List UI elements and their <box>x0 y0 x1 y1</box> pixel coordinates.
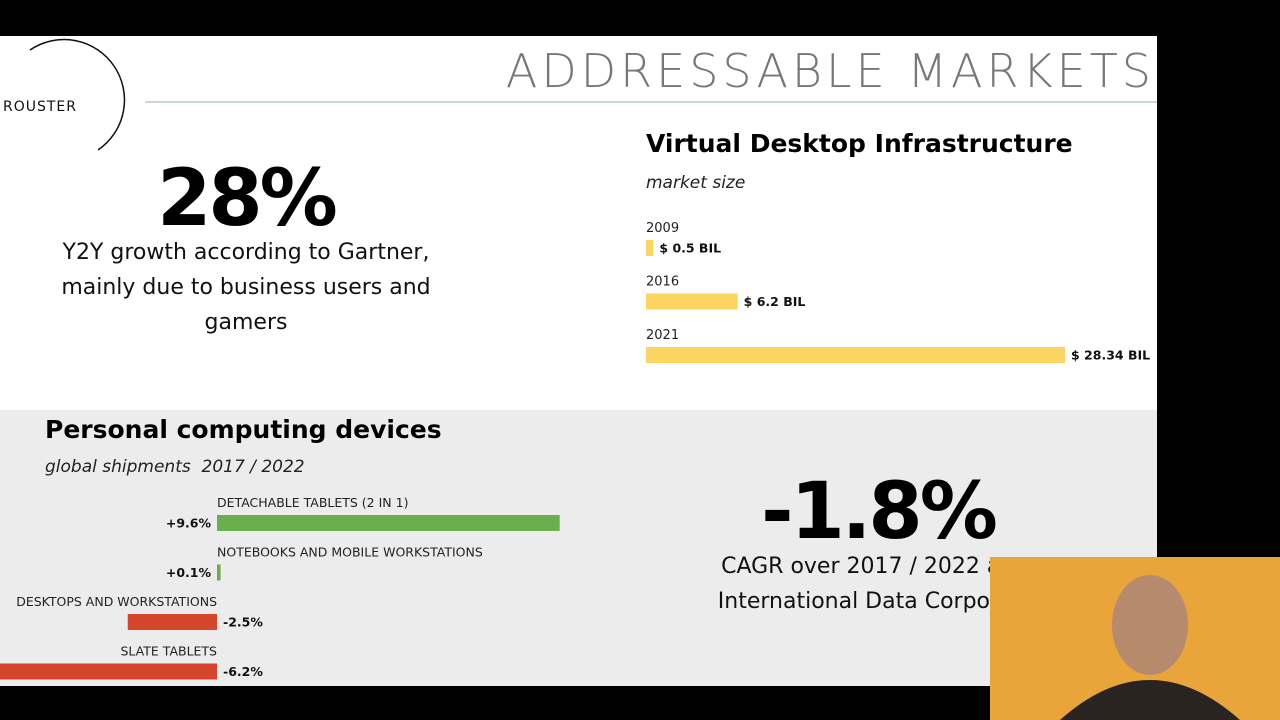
value-label: -6.2% <box>223 664 263 679</box>
bar <box>127 614 217 630</box>
category-label: NOTEBOOKS AND MOBILE WORKSTATIONS <box>217 545 483 560</box>
category-label: DESKTOPS AND WORKSTATIONS <box>16 594 217 609</box>
webcam-face <box>1112 575 1188 675</box>
value-label: -2.5% <box>223 615 263 630</box>
bar <box>217 515 560 531</box>
chart-title: Personal computing devices <box>45 415 442 444</box>
category-label: 2009 <box>646 221 679 236</box>
bottom-panel <box>0 410 1157 686</box>
logo-arc <box>29 38 126 151</box>
bar <box>646 293 738 310</box>
value-label: $ 0.5 BIL <box>659 241 721 256</box>
bar <box>646 347 1065 363</box>
chart-subtitle: global shipments 2017 / 2022 <box>45 457 305 477</box>
chart-title: Virtual Desktop Infrastructure <box>646 129 1073 158</box>
category-label: 2021 <box>646 328 679 343</box>
webcam-overlay <box>990 557 1280 720</box>
stat-text: International Data Corpo <box>718 589 990 614</box>
bar <box>0 663 217 680</box>
stat-text: CAGR over 2017 / 2022 acco <box>721 554 1038 579</box>
page-title: ADDRESSABLE MARKETS <box>506 44 1155 98</box>
value-label: $ 6.2 BIL <box>744 294 806 309</box>
category-label: 2016 <box>646 275 679 290</box>
webcam-body <box>1060 680 1240 720</box>
stat-value: -1.8% <box>761 467 996 557</box>
category-label: DETACHABLE TABLETS (2 IN 1) <box>217 495 408 510</box>
value-label: $ 28.34 BIL <box>1071 348 1150 363</box>
logo-text: ROUSTER <box>3 99 77 115</box>
value-label: +9.6% <box>166 516 212 531</box>
value-label: +0.1% <box>166 565 212 580</box>
bar <box>646 240 654 256</box>
stat-text: Y2Y growth according to Gartner, mainly … <box>61 240 431 335</box>
stat-value: 28% <box>157 154 336 244</box>
chart-subtitle: market size <box>646 173 745 193</box>
category-label: SLATE TABLETS <box>121 644 218 659</box>
bar <box>217 564 221 581</box>
